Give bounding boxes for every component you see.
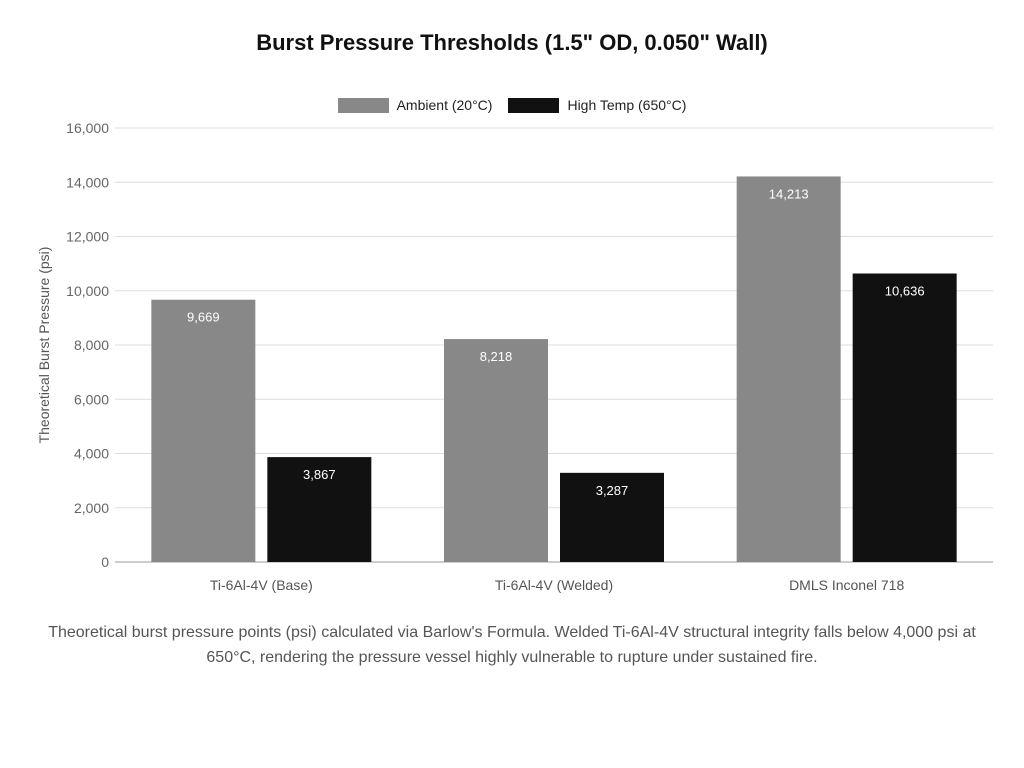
x-tick-label: Ti-6Al-4V (Base) xyxy=(210,577,313,593)
chart-legend: Ambient (20°C) High Temp (650°C) xyxy=(0,97,1024,113)
bar[interactable] xyxy=(852,273,957,562)
bar[interactable] xyxy=(560,472,664,562)
bar[interactable] xyxy=(444,339,548,562)
y-tick-label: 16,000 xyxy=(66,120,109,136)
legend-swatch-ambient xyxy=(337,97,389,113)
y-tick-label: 6,000 xyxy=(74,391,109,407)
bar-value-label: 3,287 xyxy=(596,483,629,498)
y-tick-label: 12,000 xyxy=(66,229,109,245)
y-axis-title: Theoretical Burst Pressure (psi) xyxy=(36,247,52,444)
bar[interactable] xyxy=(151,299,256,562)
chart-title: Burst Pressure Thresholds (1.5" OD, 0.05… xyxy=(256,30,768,55)
bar-value-label: 9,669 xyxy=(187,310,220,325)
bars xyxy=(151,176,957,562)
y-tick-label: 8,000 xyxy=(74,337,109,353)
x-tick-label: Ti-6Al-4V (Welded) xyxy=(495,577,613,593)
y-tick-label: 4,000 xyxy=(74,446,109,462)
bar-value-label: 14,213 xyxy=(769,186,809,201)
bar-value-label: 10,636 xyxy=(885,283,925,298)
bar-value-label: 8,218 xyxy=(480,349,513,364)
y-tick-label: 0 xyxy=(101,554,109,570)
x-axis-ticks: Ti-6Al-4V (Base) Ti-6Al-4V (Welded) DMLS I… xyxy=(210,577,905,593)
bar[interactable] xyxy=(267,457,372,562)
bar-chart: 0 2,000 4,000 6,000 8,000 10,000 12,000 14,000 1… xyxy=(36,120,993,593)
y-tick-label: 14,000 xyxy=(66,174,109,190)
y-axis-ticks: 0 2,000 4,000 6,000 8,000 10,000 12,000 14,000 1… xyxy=(66,120,109,570)
legend-item-ambient[interactable]: Ambient (20°C) xyxy=(337,97,493,113)
legend-item-high-temp[interactable]: High Temp (650°C) xyxy=(508,97,686,113)
legend-label-ambient: Ambient (20°C) xyxy=(396,97,493,113)
x-tick-label: DMLS Inconel 718 xyxy=(789,577,904,593)
gridlines xyxy=(115,127,993,563)
y-tick-label: 2,000 xyxy=(74,500,109,516)
bar-value-label: 3,867 xyxy=(303,467,336,482)
legend-swatch-high-temp xyxy=(508,97,560,113)
legend-label-high-temp: High Temp (650°C) xyxy=(567,97,687,113)
bar[interactable] xyxy=(736,176,841,562)
y-tick-label: 10,000 xyxy=(66,283,109,299)
bar-value-labels: 9,669 3,867 8,218 3,287 14,213 10,636 xyxy=(187,186,924,497)
chart-caption: Theoretical burst pressure points (psi) … xyxy=(48,624,976,666)
